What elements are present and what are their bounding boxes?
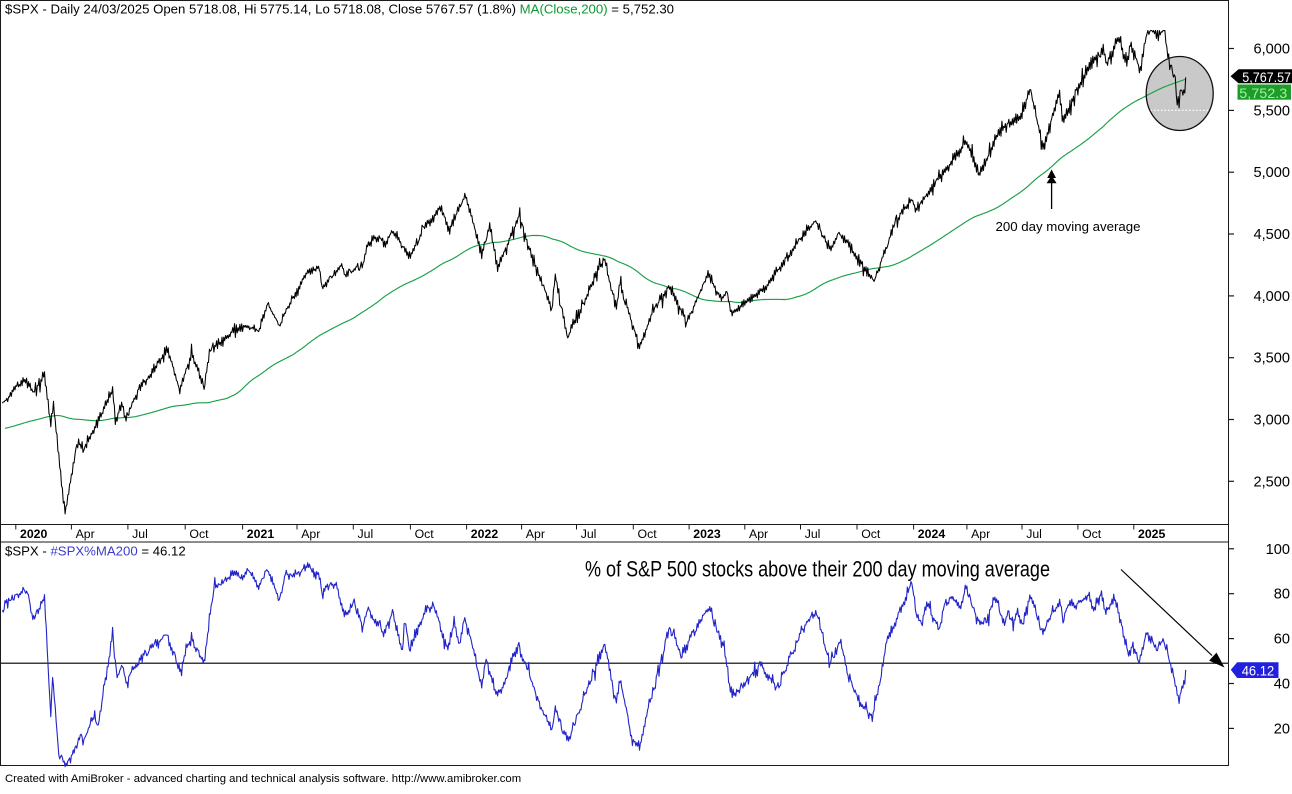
svg-text:5,000: 5,000 [1253,165,1290,181]
svg-text:Jul: Jul [358,527,374,541]
svg-text:Created with AmiBroker - advan: Created with AmiBroker - advanced charti… [5,773,521,785]
svg-text:40: 40 [1274,677,1290,693]
svg-text:Jul: Jul [581,527,597,541]
svg-text:2020: 2020 [20,527,48,541]
svg-text:Oct: Oct [189,527,209,541]
svg-text:Apr: Apr [76,527,95,541]
svg-text:60: 60 [1274,632,1290,648]
svg-text:Apr: Apr [749,527,768,541]
svg-text:3,500: 3,500 [1253,351,1290,367]
svg-text:5,767.57: 5,767.57 [1242,69,1291,85]
svg-text:5,500: 5,500 [1253,103,1290,119]
svg-text:Apr: Apr [526,527,545,541]
svg-text:4,500: 4,500 [1253,227,1290,243]
svg-text:2021: 2021 [247,527,275,541]
svg-text:$SPX - #SPX%MA200 = 46.12: $SPX - #SPX%MA200 = 46.12 [5,544,186,559]
svg-text:3,000: 3,000 [1253,413,1290,429]
svg-text:Oct: Oct [415,527,435,541]
svg-text:Apr: Apr [971,527,990,541]
svg-text:100: 100 [1266,542,1290,558]
svg-text:Oct: Oct [638,527,658,541]
svg-text:46.12: 46.12 [1242,663,1275,679]
svg-text:% of S&P 500 stocks above thei: % of S&P 500 stocks above their 200 day … [585,557,1050,582]
svg-text:2023: 2023 [693,527,721,541]
svg-text:2025: 2025 [1138,527,1166,541]
svg-text:4,000: 4,000 [1253,289,1290,305]
svg-text:5,752.3: 5,752.3 [1239,85,1287,101]
svg-text:Jul: Jul [1026,527,1042,541]
svg-text:Oct: Oct [861,527,881,541]
svg-text:2024: 2024 [918,527,946,541]
svg-text:Jul: Jul [132,527,148,541]
svg-text:80: 80 [1274,587,1290,603]
svg-text:Jul: Jul [805,527,821,541]
svg-text:2022: 2022 [471,527,499,541]
svg-text:6,000: 6,000 [1253,42,1290,58]
svg-text:Apr: Apr [301,527,320,541]
svg-text:20: 20 [1274,721,1290,737]
svg-text:200 day moving average: 200 day moving average [996,219,1141,234]
svg-text:$SPX - Daily 24/03/2025 Open 5: $SPX - Daily 24/03/2025 Open 5718.08, Hi… [5,2,674,17]
svg-text:2,500: 2,500 [1253,474,1290,490]
svg-text:Oct: Oct [1082,527,1102,541]
